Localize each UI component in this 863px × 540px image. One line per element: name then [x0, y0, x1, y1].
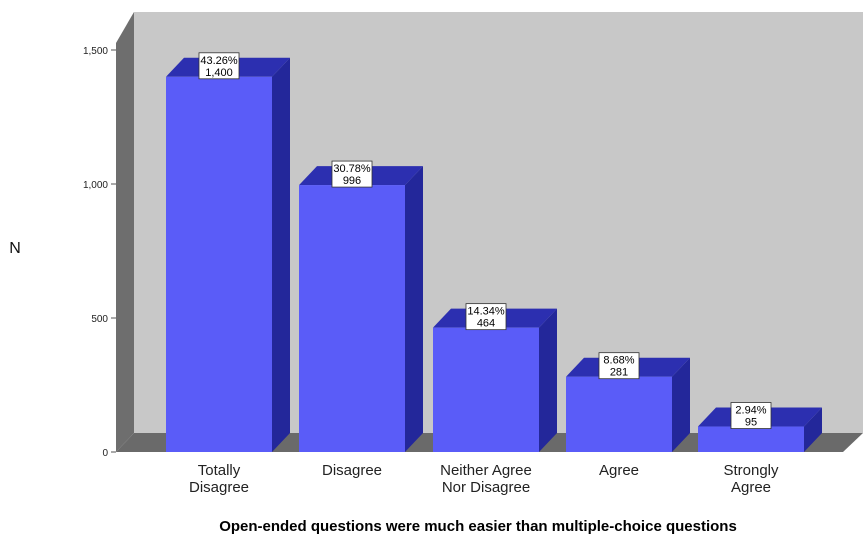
bars: 43.26%1,400 30.78%996 14.34%464 8.68%281 2.9…: [166, 52, 822, 453]
bar-side: [272, 57, 290, 453]
data-label-count: 464: [477, 318, 495, 330]
x-tick-label: Strongly: [723, 462, 779, 479]
data-label-box: [198, 52, 240, 80]
data-label-box: [598, 352, 640, 380]
bar: [698, 426, 804, 452]
bar-side: [405, 166, 423, 452]
data-label-box: [331, 160, 373, 188]
bar-side: [672, 357, 690, 452]
data-label-count: 95: [745, 417, 757, 429]
x-tick-label: Agree: [599, 462, 639, 479]
data-label-count: 1,400: [205, 67, 233, 79]
y-tick-label: 500: [91, 314, 108, 325]
x-tick-label: Disagree: [189, 479, 249, 496]
x-tick-label: Neither Agree: [440, 462, 532, 479]
data-label-box: [730, 402, 772, 429]
y-axis-label: N: [9, 240, 21, 257]
y-axis-ticks: 0 500 1,000 1,500: [83, 46, 116, 459]
data-label-count: 996: [343, 175, 361, 187]
data-label-percent: 43.26%: [200, 55, 238, 67]
data-label-count: 281: [610, 367, 628, 379]
y-tick-label: 1,500: [83, 46, 108, 57]
data-label-percent: 8.68%: [603, 355, 634, 367]
plot-side-wall: [116, 12, 134, 452]
bar-side: [539, 308, 557, 452]
bar: [299, 185, 405, 452]
x-axis-label: Open-ended questions were much easier th…: [219, 518, 737, 535]
bar: [166, 76, 272, 453]
data-label-box: [465, 303, 507, 331]
bar: [566, 376, 672, 452]
x-tick-label: Nor Disagree: [442, 479, 530, 496]
y-tick-label: 1,000: [83, 180, 108, 191]
data-label-percent: 2.94%: [735, 405, 766, 417]
x-tick-label: Totally: [198, 462, 241, 479]
x-tick-label: Agree: [731, 479, 771, 496]
data-label-percent: 14.34%: [467, 306, 505, 318]
data-label-percent: 30.78%: [333, 163, 371, 175]
bar: [433, 327, 539, 452]
y-tick-label: 0: [102, 448, 108, 459]
x-tick-label: Disagree: [322, 462, 382, 479]
bar-side: [804, 407, 822, 452]
